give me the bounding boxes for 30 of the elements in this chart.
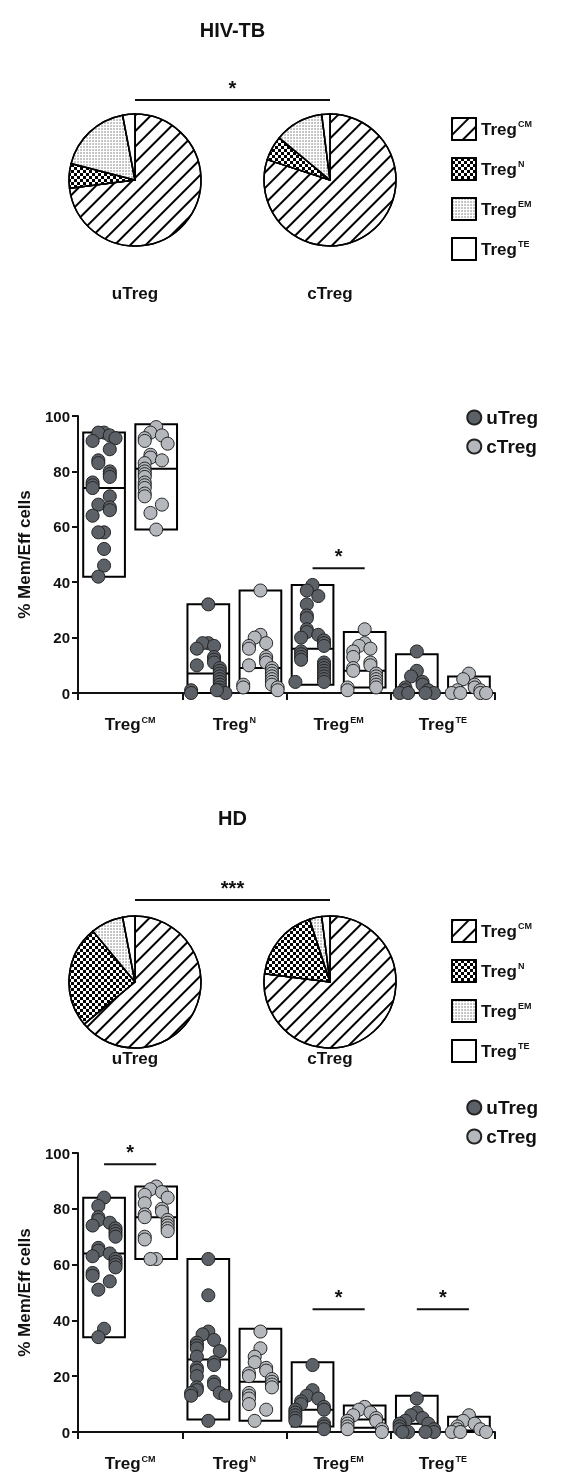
slice-label: cTreg — [307, 1049, 353, 1068]
slice-label: uTreg — [111, 284, 159, 303]
annotation: * — [334, 545, 343, 568]
chart-title: HIV-TB — [199, 19, 266, 41]
slice-label: uTreg — [111, 1049, 159, 1068]
y-tick-label: 0 — [61, 1423, 70, 1441]
annotation: * — [126, 1141, 135, 1164]
y-tick-label: 80 — [53, 1200, 70, 1218]
y-tick-label: 40 — [53, 1311, 70, 1329]
y-tick-label: 20 — [53, 629, 70, 647]
slice-label: cTreg — [307, 284, 353, 303]
y-tick-label: 20 — [53, 1367, 70, 1385]
legend-label: cTreg — [486, 1126, 537, 1147]
y-tick-label: 100 — [44, 1144, 70, 1162]
legend-label: uTreg — [486, 1097, 538, 1118]
y-tick-label: 100 — [44, 407, 70, 425]
y-tick-label: 60 — [53, 518, 70, 536]
text: *** — [220, 877, 245, 899]
y-tick-label: 0 — [61, 684, 70, 702]
annotation: * — [334, 1286, 343, 1309]
legend-label: cTreg — [486, 436, 537, 457]
text: * — [228, 77, 237, 99]
chart-title: HD — [218, 807, 247, 829]
y-axis-title: % Mem/Eff cells — [15, 490, 34, 619]
y-tick-label: 40 — [53, 573, 70, 591]
y-tick-label: 80 — [53, 462, 70, 480]
y-axis-title: % Mem/Eff cells — [15, 1228, 34, 1357]
annotation: * — [438, 1286, 447, 1309]
legend-label: uTreg — [486, 407, 538, 428]
y-tick-label: 60 — [53, 1256, 70, 1274]
